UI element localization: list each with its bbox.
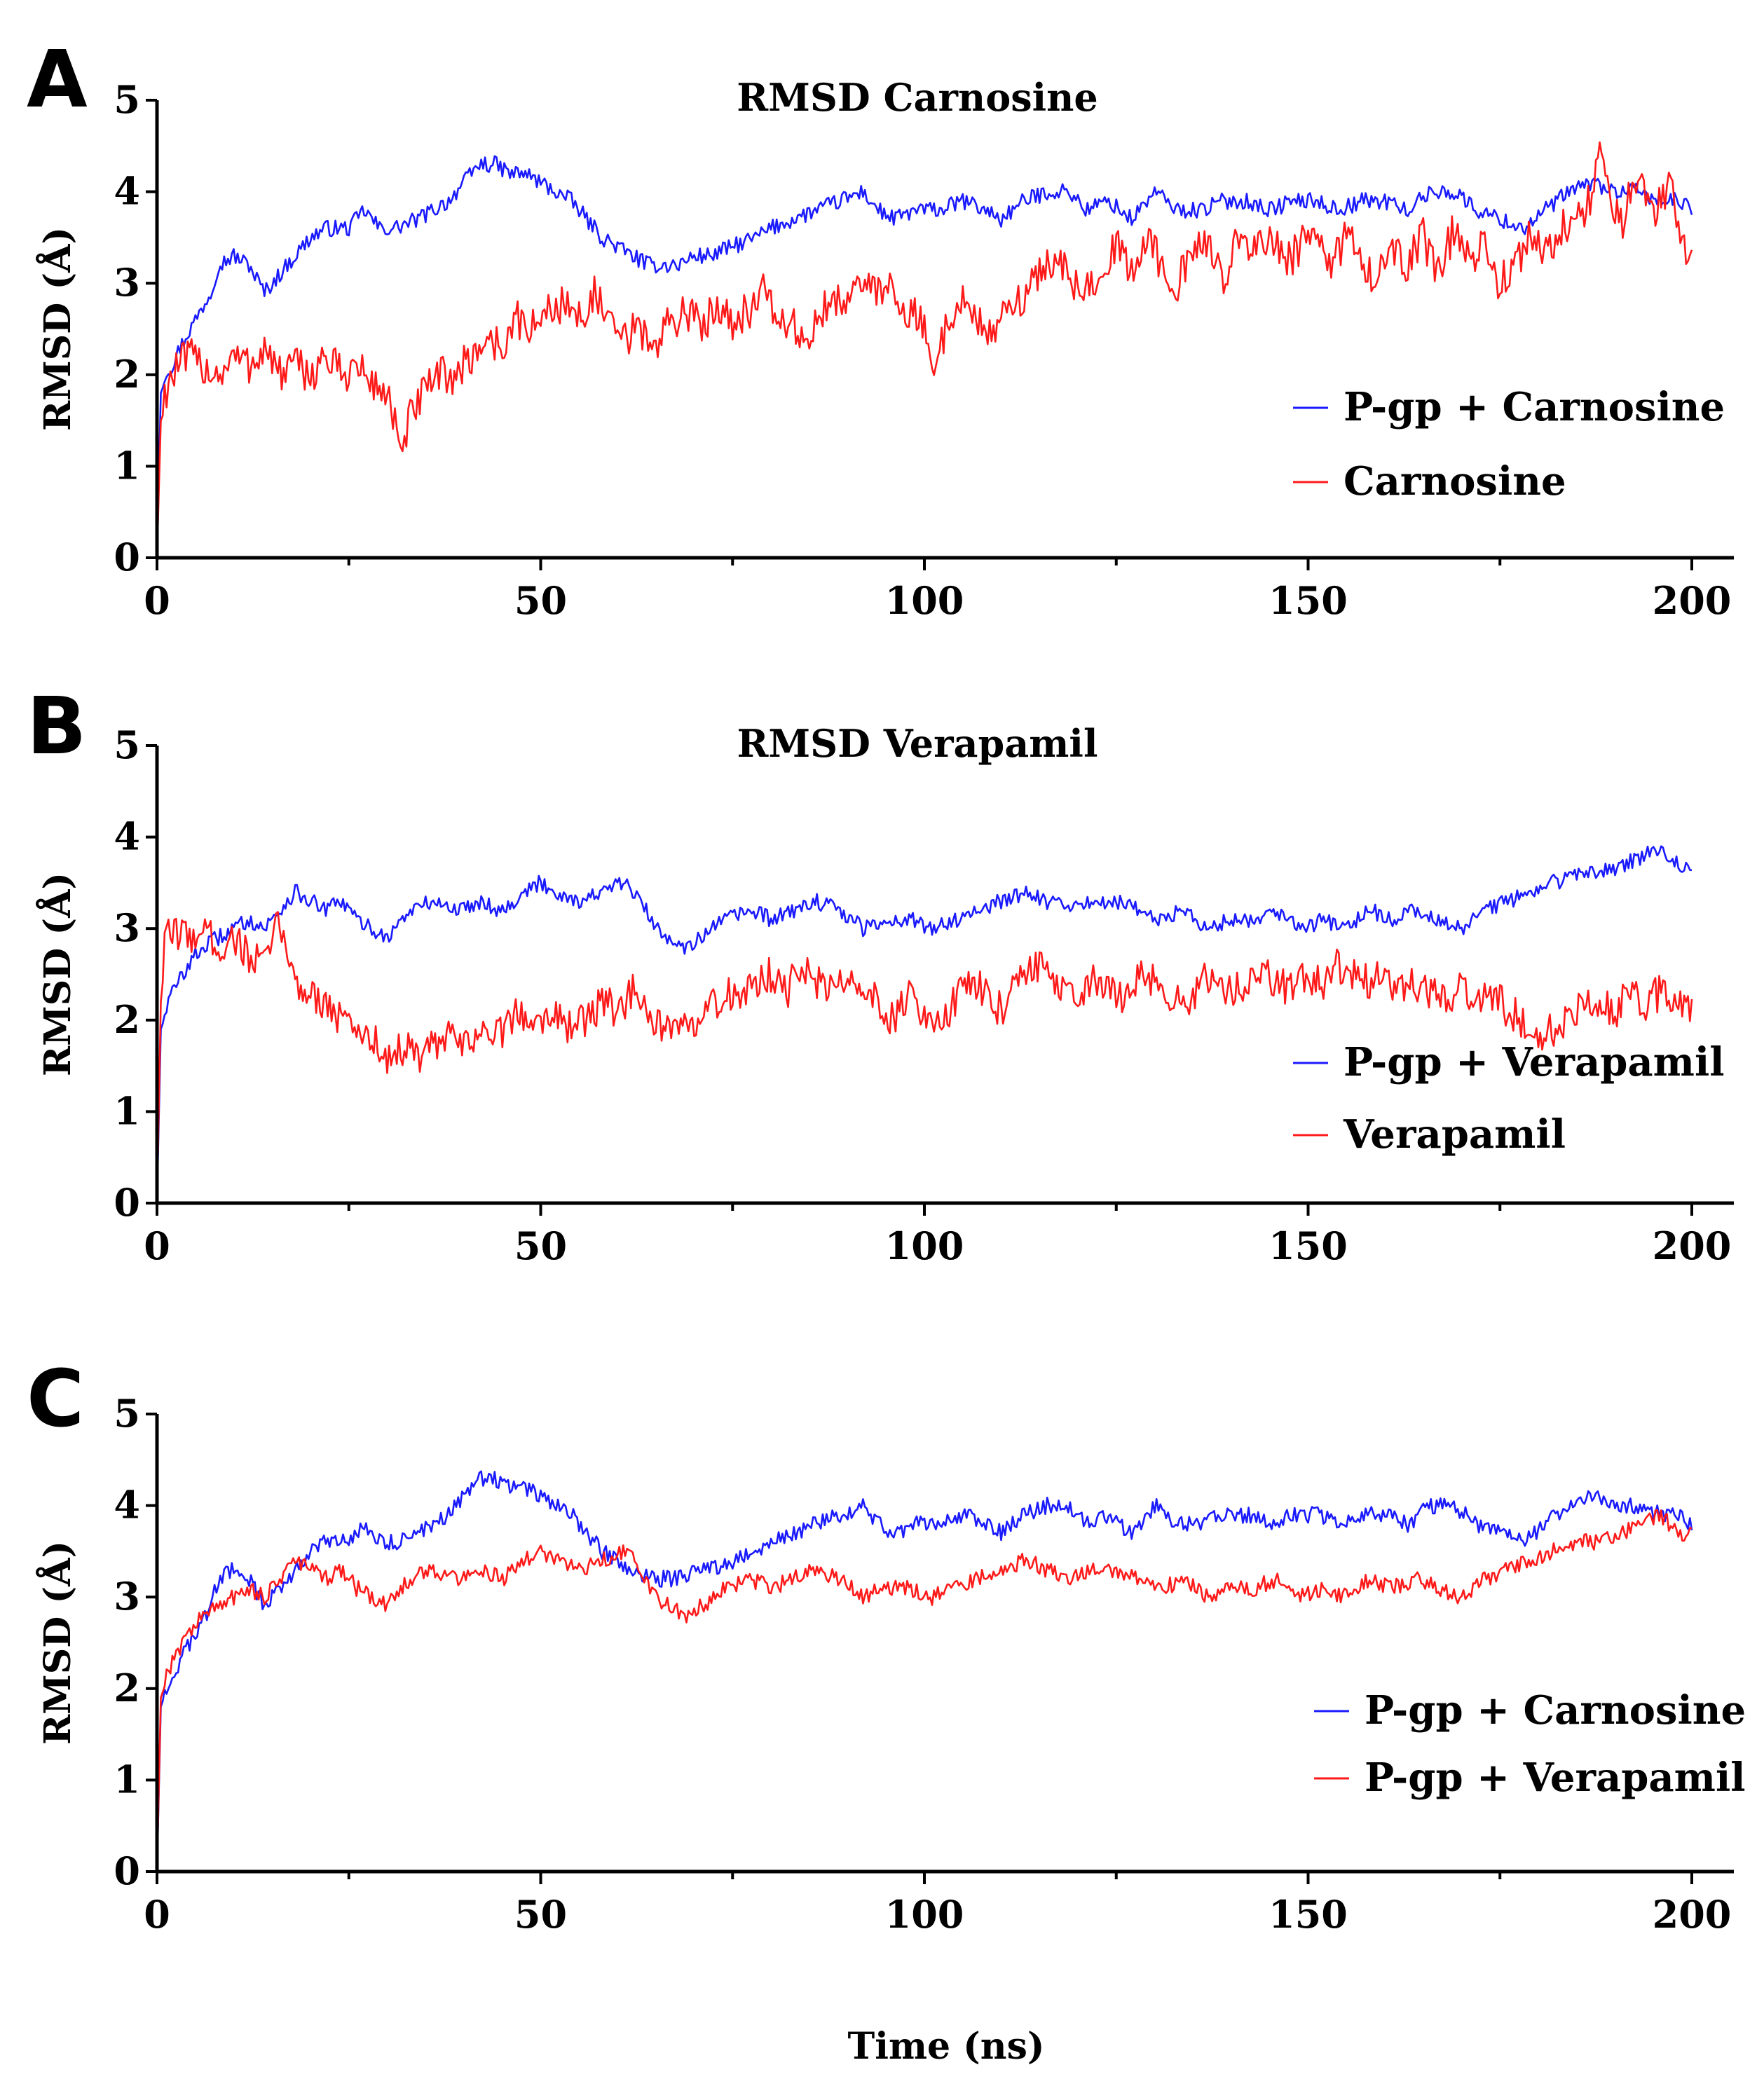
series-line-2 <box>156 911 1693 1204</box>
x-tick-label: 50 <box>514 1223 567 1268</box>
chart-title: RMSD Carnosine <box>737 75 1098 120</box>
x-tick-label: 100 <box>885 578 964 623</box>
y-axis-title: RMSD (Å) <box>36 1541 79 1745</box>
y-tick-label: 4 <box>114 814 140 859</box>
y-tick-label: 5 <box>114 1391 140 1436</box>
x-tick-label: 100 <box>885 1892 964 1937</box>
panel-letter: B <box>27 681 86 772</box>
y-axis-title: RMSD (Å) <box>36 872 79 1076</box>
series-line-1 <box>156 1470 1693 1872</box>
series-line-2 <box>156 1509 1693 1872</box>
series-line-2 <box>156 141 1693 558</box>
legend-label: P-gp + Verapamil <box>1365 1755 1745 1801</box>
y-tick-label: 0 <box>114 535 140 579</box>
x-tick-label: 150 <box>1269 1892 1348 1937</box>
x-tick-label: 200 <box>1653 1223 1732 1268</box>
legend-label: Verapamil <box>1343 1111 1566 1158</box>
y-tick-label: 2 <box>114 352 140 397</box>
x-tick-label: 50 <box>514 1892 567 1937</box>
chart-title: RMSD Verapamil <box>737 721 1098 766</box>
panel-letter: C <box>27 1354 84 1445</box>
y-tick-label: 0 <box>114 1180 140 1225</box>
panel-letter: A <box>27 34 88 125</box>
x-tick-label: 200 <box>1653 1892 1732 1937</box>
y-tick-label: 2 <box>114 1666 140 1710</box>
y-tick-label: 1 <box>114 1757 140 1802</box>
y-tick-label: 5 <box>114 77 140 122</box>
legend-label: P-gp + Carnosine <box>1365 1687 1746 1734</box>
x-tick-label: 200 <box>1653 578 1732 623</box>
y-tick-label: 2 <box>114 997 140 1042</box>
y-axis-title: RMSD (Å) <box>36 227 79 431</box>
y-tick-label: 4 <box>114 1483 140 1528</box>
y-tick-label: 3 <box>114 1574 140 1619</box>
series-line-1 <box>156 155 1693 558</box>
y-tick-label: 3 <box>114 260 140 305</box>
y-tick-label: 1 <box>114 1088 140 1133</box>
y-tick-label: 1 <box>114 443 140 488</box>
y-tick-label: 3 <box>114 905 140 950</box>
y-tick-label: 0 <box>114 1848 140 1893</box>
x-tick-label: 100 <box>885 1223 964 1268</box>
x-tick-label: 0 <box>144 578 170 623</box>
x-tick-label: 150 <box>1269 578 1348 623</box>
x-tick-label: 0 <box>144 1223 170 1268</box>
legend-label: Carnosine <box>1343 458 1566 505</box>
x-tick-label: 0 <box>144 1892 170 1937</box>
x-tick-label: 50 <box>514 578 567 623</box>
series-line-1 <box>156 845 1693 1204</box>
legend-label: P-gp + Carnosine <box>1343 384 1725 430</box>
x-axis-title: Time (ns) <box>848 2025 1045 2068</box>
y-tick-label: 5 <box>114 722 140 767</box>
legend-label: P-gp + Verapamil <box>1343 1039 1724 1085</box>
x-tick-label: 150 <box>1269 1223 1348 1268</box>
y-tick-label: 4 <box>114 169 140 214</box>
